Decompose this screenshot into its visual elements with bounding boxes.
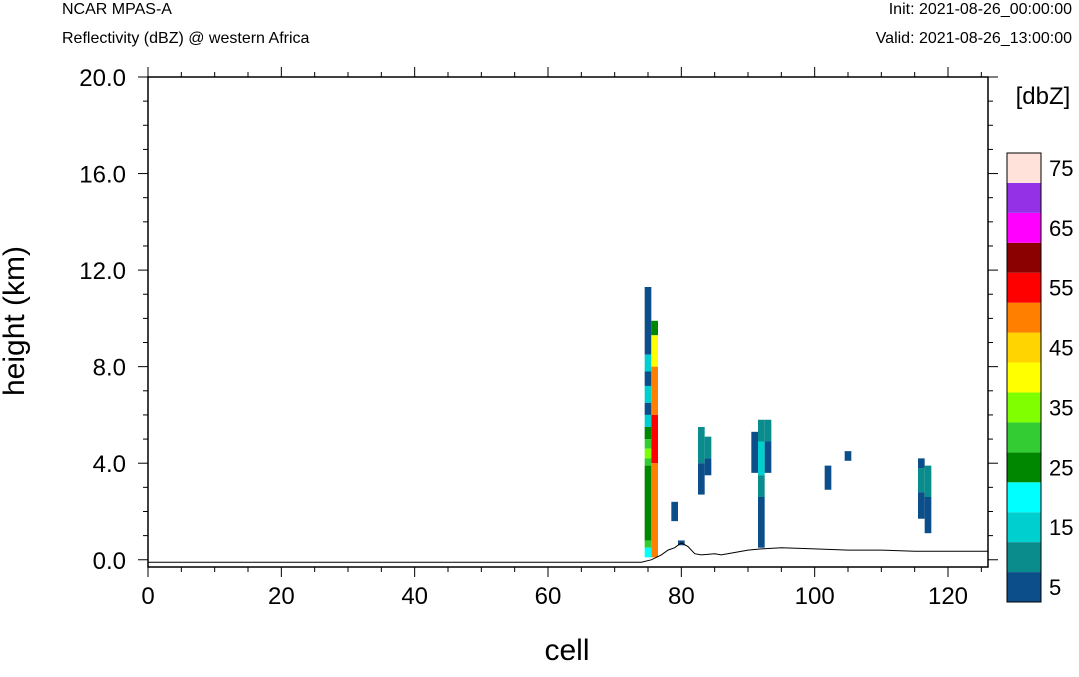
y-tick-label: 20.0 <box>79 65 126 92</box>
x-tick-label: 0 <box>141 583 154 610</box>
colorbar-label: 65 <box>1049 216 1073 241</box>
colorbar: 5 15 25 35 45 55 65 75 <box>1006 152 1073 603</box>
reflectivity-cell <box>644 465 652 541</box>
reflectivity-cell <box>651 320 658 336</box>
colorbar-swatch <box>1007 153 1041 183</box>
reflectivity-cell <box>704 436 712 459</box>
colorbar-label: 35 <box>1049 395 1073 420</box>
colorbar-swatch <box>1007 272 1041 303</box>
y-tick-label: 12.0 <box>79 258 126 285</box>
colorbar-title: [dbZ] <box>1016 83 1071 110</box>
colorbar-label: 5 <box>1049 575 1061 600</box>
reflectivity-cell <box>758 419 765 442</box>
axis-labels: 0 20 40 60 80 100 120 0.0 4.0 8.0 12.0 16.0 20.0 <box>79 65 968 610</box>
colorbar-swatch <box>1007 572 1041 602</box>
reflectivity-cell <box>758 441 765 476</box>
reflectivity-cell <box>758 497 765 548</box>
plot-frame <box>147 76 989 568</box>
x-tick-label: 80 <box>668 583 695 610</box>
colorbar-label: 75 <box>1049 156 1073 181</box>
x-tick-label: 20 <box>268 583 295 610</box>
reflectivity-cell <box>651 366 658 415</box>
reflectivity-cell <box>758 475 765 497</box>
colorbar-swatch <box>1007 452 1041 483</box>
colorbar-swatch <box>1007 182 1041 213</box>
reflectivity-cell <box>824 465 832 490</box>
reflectivity-cell <box>644 540 652 548</box>
colorbar-swatch <box>1007 542 1041 573</box>
reflectivity-cell <box>918 492 925 519</box>
terrain-line <box>148 542 988 563</box>
reflectivity-cell <box>644 427 652 440</box>
reflectivity-cell <box>651 414 658 427</box>
reflectivity-cell <box>671 501 678 522</box>
colorbar-swatch <box>1007 512 1041 543</box>
colorbar-label: 15 <box>1049 515 1073 540</box>
y-tick-label: 4.0 <box>93 451 126 478</box>
reflectivity-cell <box>651 335 658 367</box>
reflectivity-cell <box>764 441 772 473</box>
colorbar-swatch <box>1007 242 1041 273</box>
y-tick-label: 8.0 <box>93 355 126 382</box>
colorbar-swatch <box>1007 362 1041 393</box>
reflectivity-cell <box>698 463 705 495</box>
reflectivity-cell <box>644 458 652 466</box>
reflectivity-cell <box>651 463 658 558</box>
colorbar-swatch <box>1007 422 1041 453</box>
reflectivity-cell <box>644 402 652 415</box>
colorbar-swatch <box>1007 212 1041 243</box>
x-tick-label: 40 <box>401 583 428 610</box>
reflectivity-cell <box>651 427 658 464</box>
x-axis-label: cell <box>544 634 589 667</box>
reflectivity-cell <box>644 547 652 558</box>
model-title: NCAR MPAS-A <box>62 1 172 18</box>
reflectivity-cell <box>844 451 852 461</box>
reflectivity-cell <box>644 439 652 449</box>
x-tick-label: 120 <box>928 583 968 610</box>
reflectivity-cell <box>644 385 652 403</box>
reflectivity-cell <box>751 431 758 473</box>
colorbar-swatch <box>1007 302 1041 333</box>
field-subtitle: Reflectivity (dBZ) @ western Africa <box>62 30 310 47</box>
colorbar-swatch <box>1007 332 1041 363</box>
reflectivity-cell <box>764 419 772 442</box>
reflectivity-cells <box>644 287 932 558</box>
reflectivity-cell <box>644 448 652 459</box>
colorbar-label: 25 <box>1049 455 1073 480</box>
colorbar-label: 45 <box>1049 336 1073 361</box>
reflectivity-cell <box>644 287 652 355</box>
valid-time: Valid: 2021-08-26_13:00:00 <box>875 30 1072 47</box>
y-axis-label: height (km) <box>0 246 31 396</box>
reflectivity-cell <box>704 458 712 476</box>
x-tick-label: 60 <box>535 583 562 610</box>
colorbar-frame <box>1006 152 1042 603</box>
axis-ticks <box>138 67 998 577</box>
reflectivity-cell <box>644 354 652 372</box>
x-tick-label: 100 <box>795 583 835 610</box>
colorbar-swatch <box>1007 482 1041 513</box>
reflectivity-cell <box>924 465 932 497</box>
reflectivity-cell <box>644 371 652 386</box>
reflectivity-cell <box>918 468 925 493</box>
reflectivity-cell <box>698 427 705 464</box>
colorbar-label: 55 <box>1049 276 1073 301</box>
reflectivity-cell <box>644 414 652 427</box>
colorbar-swatch <box>1007 392 1041 423</box>
reflectivity-cell <box>924 497 932 534</box>
y-tick-label: 16.0 <box>79 162 126 189</box>
y-tick-label: 0.0 <box>93 548 126 575</box>
reflectivity-cell <box>918 458 925 469</box>
init-time: Init: 2021-08-26_00:00:00 <box>888 1 1072 18</box>
